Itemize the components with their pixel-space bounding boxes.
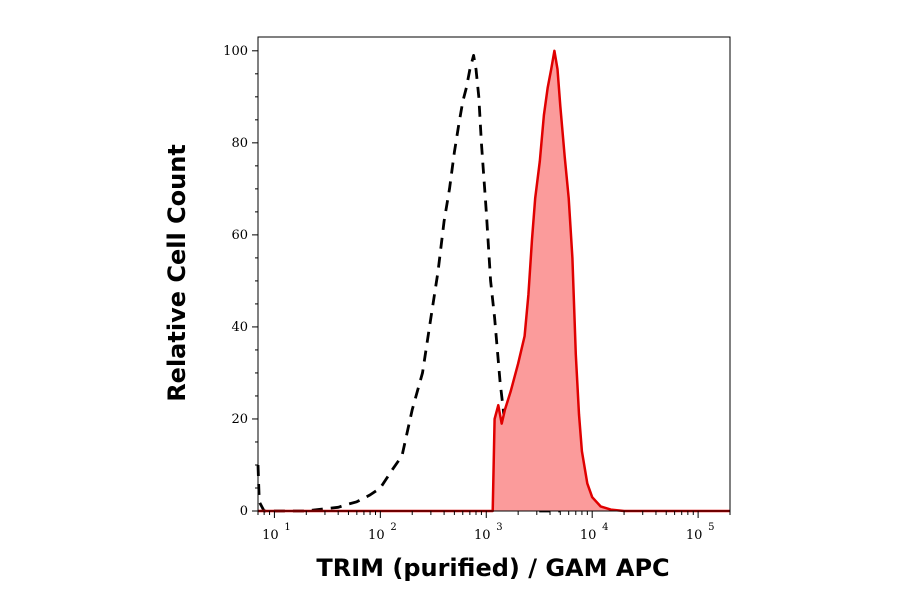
x-axis-title: TRIM (purified) / GAM APC xyxy=(316,554,669,582)
x-tick-exponent: 3 xyxy=(496,522,502,533)
stained-histogram-outline xyxy=(258,49,730,513)
control-histogram-dashed-line xyxy=(256,54,561,513)
x-tick-label: 10 xyxy=(686,528,703,543)
x-tick-exponent: 1 xyxy=(284,522,290,533)
y-tick-label: 40 xyxy=(231,320,248,335)
x-tick-label: 10 xyxy=(474,528,491,543)
y-tick-label: 0 xyxy=(240,504,248,519)
y-tick-label: 80 xyxy=(231,136,248,151)
y-axis-ticks: 0 20 40 60 80 100 xyxy=(223,44,258,519)
x-axis-ticks: 10 1 10 2 10 3 10 4 10 5 xyxy=(257,511,731,543)
x-tick-label: 10 xyxy=(262,528,279,543)
x-tick-label: 10 xyxy=(368,528,385,543)
x-tick-exponent: 2 xyxy=(390,522,396,533)
x-tick-label: 10 xyxy=(580,528,597,543)
y-tick-label: 100 xyxy=(223,44,248,59)
axes-frame xyxy=(257,36,731,512)
y-tick-label: 60 xyxy=(231,228,248,243)
plot-border xyxy=(257,36,731,512)
x-tick-exponent: 5 xyxy=(708,522,714,533)
series-layer xyxy=(256,49,730,513)
y-tick-label: 20 xyxy=(231,412,248,427)
x-tick-exponent: 4 xyxy=(602,522,608,533)
y-axis-title: Relative Cell Count xyxy=(163,144,191,402)
